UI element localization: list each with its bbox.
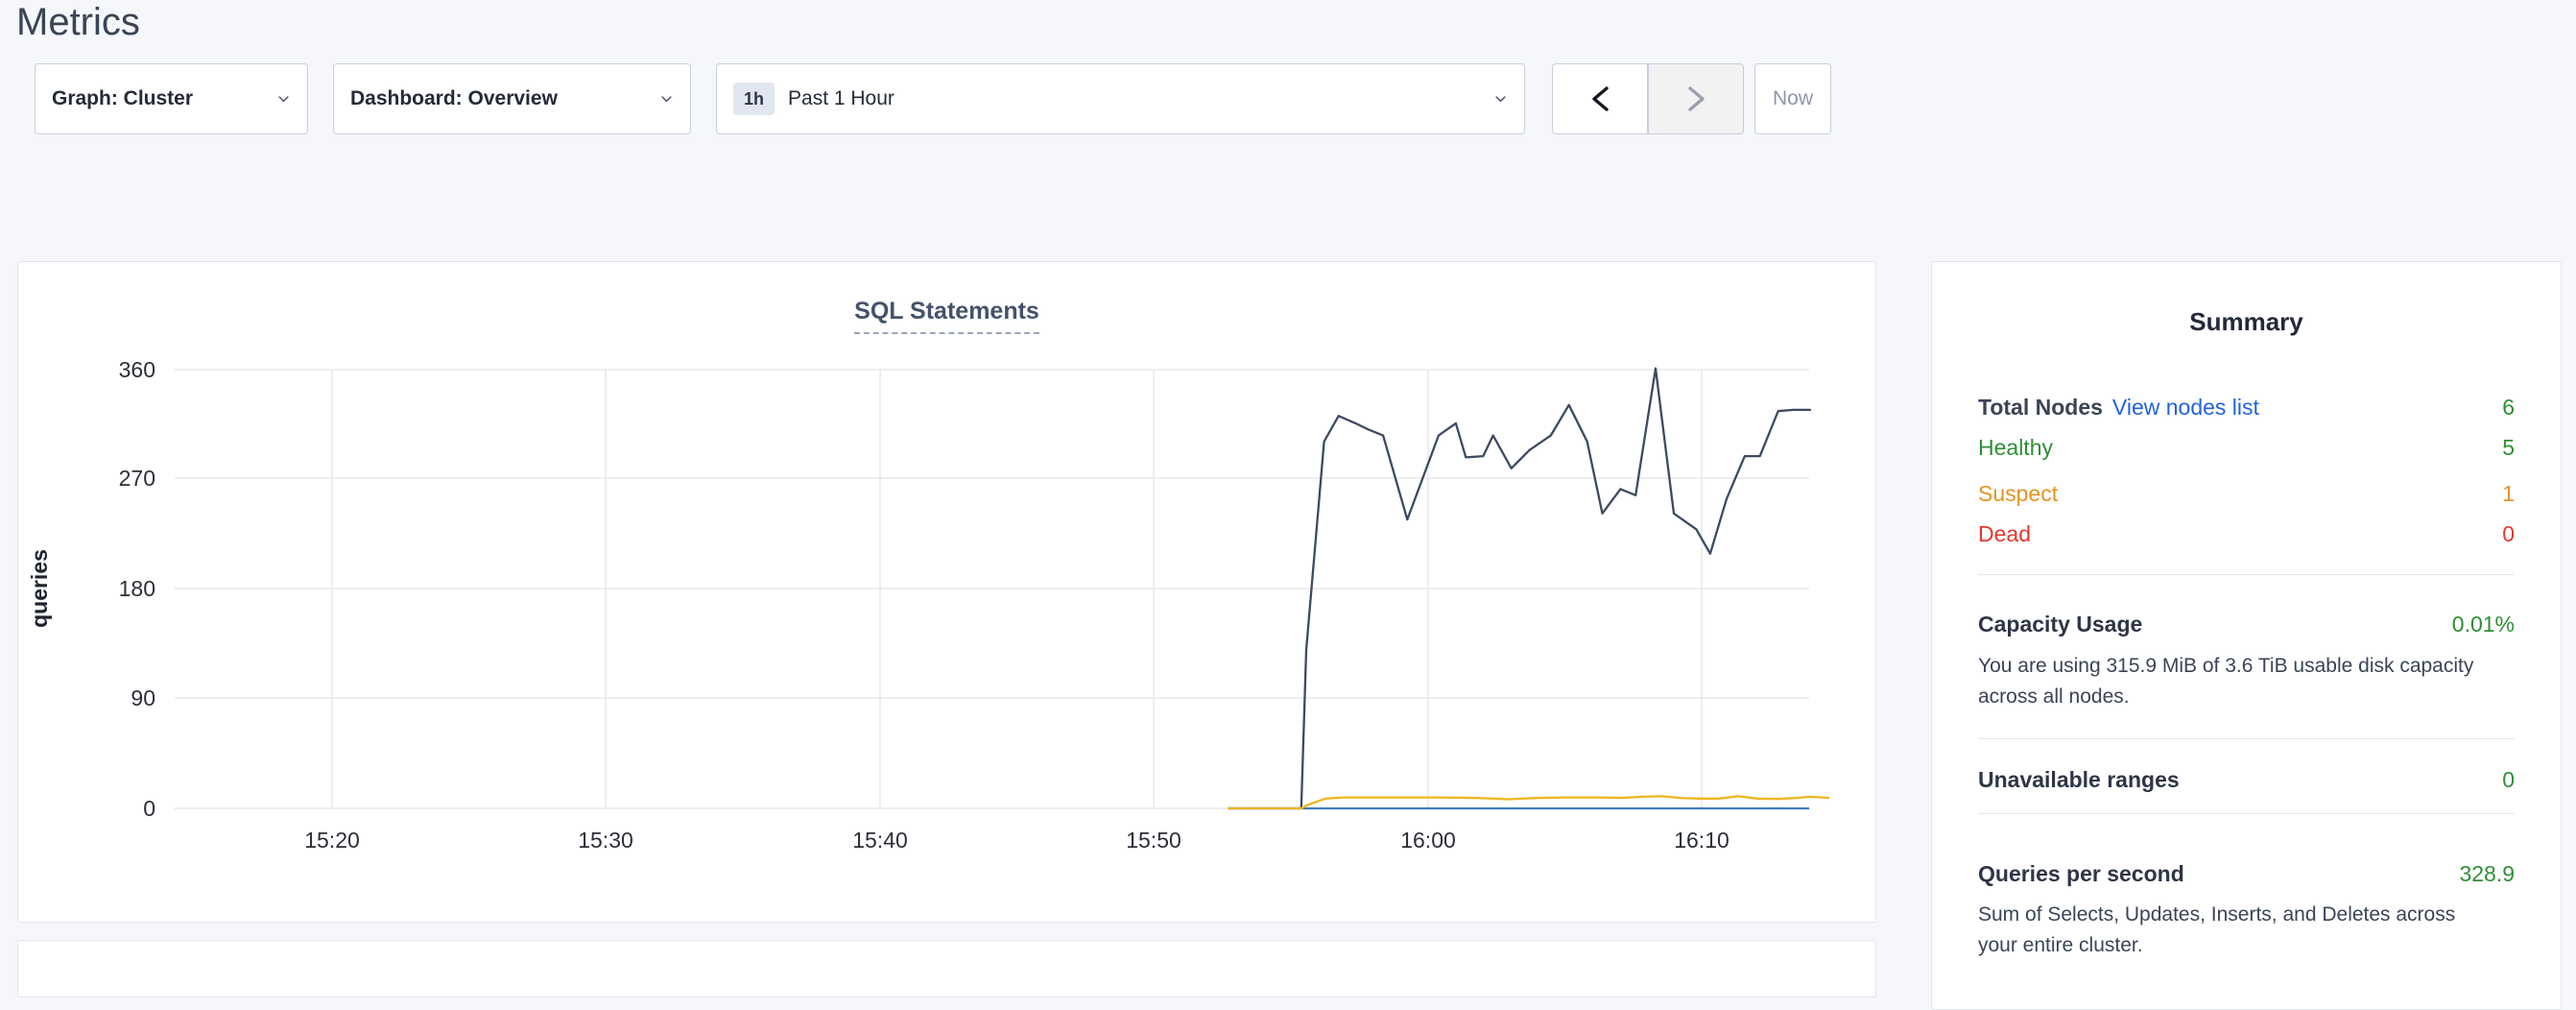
svg-text:15:20: 15:20 bbox=[304, 828, 360, 853]
svg-text:360: 360 bbox=[119, 357, 155, 382]
svg-text:16:10: 16:10 bbox=[1674, 828, 1729, 853]
svg-text:180: 180 bbox=[119, 576, 155, 601]
svg-text:15:30: 15:30 bbox=[578, 828, 633, 853]
svg-text:15:40: 15:40 bbox=[852, 828, 908, 853]
svg-text:15:50: 15:50 bbox=[1126, 828, 1181, 853]
svg-text:0: 0 bbox=[143, 796, 155, 821]
svg-text:queries: queries bbox=[27, 549, 52, 628]
svg-text:90: 90 bbox=[131, 685, 155, 710]
svg-text:16:00: 16:00 bbox=[1400, 828, 1456, 853]
svg-text:270: 270 bbox=[119, 466, 155, 491]
